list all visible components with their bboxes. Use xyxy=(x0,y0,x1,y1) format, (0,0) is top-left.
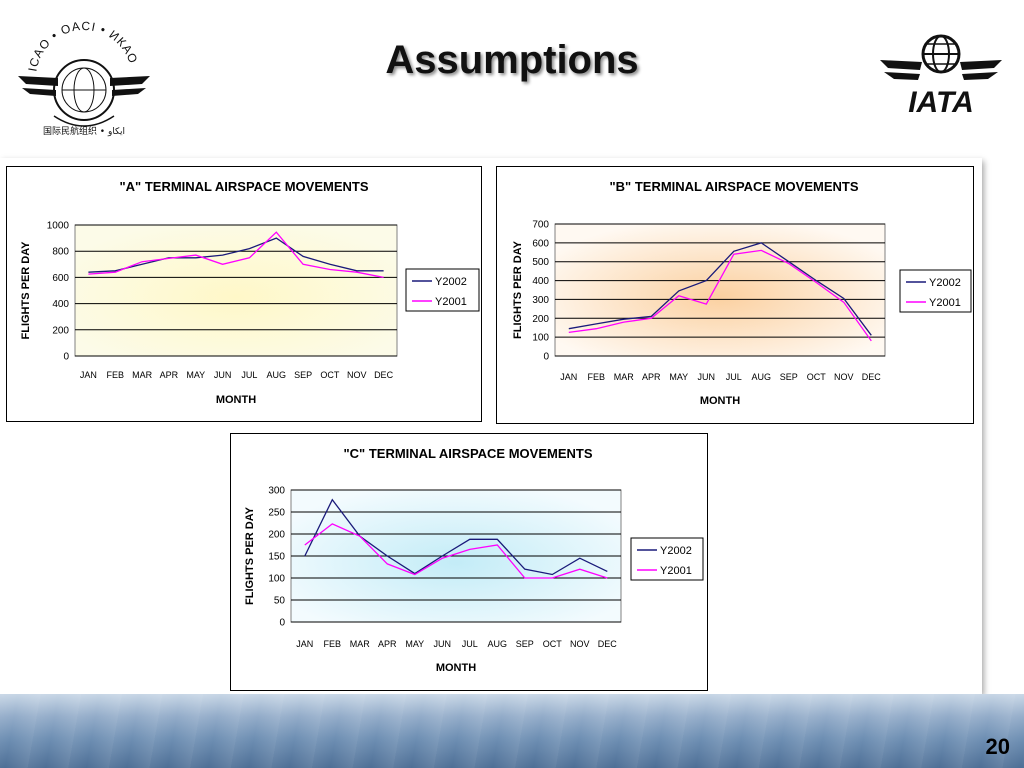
chart-c-x-tick-label: MAR xyxy=(350,639,371,649)
chart-b-y-axis-label: FLIGHTS PER DAY xyxy=(512,240,524,339)
chart-c-frame: "C" TERMINAL AIRSPACE MOVEMENTS 0 50 100 150… xyxy=(230,433,708,691)
chart-b-y-tick-label: 700 xyxy=(532,220,549,231)
chart-c-series-y2002 xyxy=(304,498,608,576)
chart-c-x-tick-label: JAN xyxy=(296,639,313,649)
chart-c-x-tick-label: APR xyxy=(378,639,397,649)
chart-b-y-tick-label: 200 xyxy=(532,314,549,325)
icao-logo: ICAO • OACI • ИКАО 国际民航组织 • ايكاو xyxy=(18,19,150,137)
chart-a-legend-label: Y2001 xyxy=(435,296,467,308)
chart-a-x-tick-label: NOV xyxy=(347,370,367,380)
slide-title: Assumptions xyxy=(385,38,639,82)
chart-b: "B" TERMINAL AIRSPACE MOVEMENTS 0 100 200 30… xyxy=(512,179,972,407)
chart-a-x-tick-label: SEP xyxy=(294,370,312,380)
iata-logo: IATA xyxy=(880,34,1002,118)
chart-b-legend xyxy=(899,269,972,313)
chart-b-x-tick-label: DEC xyxy=(862,372,882,382)
chart-c-series-y2001 xyxy=(304,523,608,579)
icao-bottom-text: 国际民航组织 • ايكاو xyxy=(43,125,125,137)
chart-a-x-tick-label: MAR xyxy=(132,370,153,380)
chart-a-x-tick-label: AUG xyxy=(266,370,286,380)
chart-b-legend-label: Y2001 xyxy=(929,297,961,309)
chart-c-title: "C" TERMINAL AIRSPACE MOVEMENTS xyxy=(344,446,593,461)
chart-b-series-y2002 xyxy=(568,242,872,336)
chart-b-x-tick-label: MAR xyxy=(614,372,635,382)
chart-b-title: "B" TERMINAL AIRSPACE MOVEMENTS xyxy=(610,179,859,194)
chart-a-y-tick-label: 400 xyxy=(52,299,69,310)
chart-b-x-tick-label: JUN xyxy=(698,372,716,382)
chart-a: "A" TERMINAL AIRSPACE MOVEMENTS 0 200 400 60… xyxy=(20,179,480,406)
chart-a-x-tick-label: JUN xyxy=(214,370,232,380)
chart-c-y-tick-label: 50 xyxy=(274,596,286,607)
chart-c-y-tick-label: 100 xyxy=(268,574,285,585)
chart-b-y-tick-label: 0 xyxy=(543,352,549,363)
chart-b-x-tick-label: AUG xyxy=(751,372,771,382)
chart-a-legend xyxy=(405,268,480,312)
iata-wordmark: IATA xyxy=(908,86,974,118)
chart-c-x-tick-label: SEP xyxy=(516,639,534,649)
chart-a-y-tick-label: 0 xyxy=(63,352,69,363)
chart-b-y-tick-label: 600 xyxy=(532,238,549,249)
chart-c-y-tick-label: 200 xyxy=(268,530,285,541)
chart-b-x-tick-label: JUL xyxy=(726,372,742,382)
chart-b-y-tick-label: 400 xyxy=(532,276,549,287)
chart-c-x-axis-label: MONTH xyxy=(436,662,476,674)
chart-c-y-axis-label: FLIGHTS PER DAY xyxy=(244,506,256,605)
chart-b-x-tick-label: JAN xyxy=(560,372,577,382)
chart-b-x-tick-label: NOV xyxy=(834,372,854,382)
chart-a-plot-area xyxy=(74,224,398,357)
chart-c-legend xyxy=(630,537,704,581)
chart-c-x-tick-label: OCT xyxy=(543,639,563,649)
chart-b-plot-area xyxy=(554,223,886,357)
chart-b-x-tick-label: FEB xyxy=(587,372,605,382)
chart-a-x-tick-label: OCT xyxy=(320,370,340,380)
chart-b-x-tick-label: OCT xyxy=(807,372,827,382)
chart-c-x-tick-label: JUL xyxy=(462,639,478,649)
chart-a-y-tick-label: 600 xyxy=(52,273,69,284)
chart-a-x-axis-label: MONTH xyxy=(216,394,256,406)
chart-a-x-tick-label: APR xyxy=(160,370,179,380)
chart-b-x-tick-label: APR xyxy=(642,372,661,382)
chart-b-y-tick-label: 300 xyxy=(532,295,549,306)
chart-c-x-tick-label: MAY xyxy=(405,639,424,649)
chart-a-title: "A" TERMINAL AIRSPACE MOVEMENTS xyxy=(120,179,369,194)
chart-c-x-tick-label: FEB xyxy=(323,639,341,649)
chart-b-legend-label: Y2002 xyxy=(929,277,961,289)
footer-sky-band xyxy=(0,694,1024,768)
chart-a-y-tick-label: 1000 xyxy=(47,221,70,232)
chart-b-series-y2001 xyxy=(568,249,872,342)
chart-a-y-tick-label: 200 xyxy=(52,325,69,336)
chart-b-frame: "B" TERMINAL AIRSPACE MOVEMENTS 0 100 200 30… xyxy=(496,166,974,424)
chart-c-y-tick-label: 150 xyxy=(268,552,285,563)
chart-b-y-tick-label: 500 xyxy=(532,257,549,268)
chart-c-legend-label: Y2002 xyxy=(660,545,692,557)
chart-a-x-tick-label: DEC xyxy=(374,370,394,380)
chart-a-series-y2001 xyxy=(88,231,384,279)
page-number: 20 xyxy=(985,734,1010,759)
chart-b-x-tick-label: SEP xyxy=(780,372,798,382)
chart-a-x-tick-label: MAY xyxy=(186,370,205,380)
chart-c-y-tick-label: 0 xyxy=(279,618,285,629)
chart-a-series-y2002 xyxy=(88,237,384,273)
chart-b-x-tick-label: MAY xyxy=(669,372,688,382)
chart-a-x-tick-label: FEB xyxy=(106,370,124,380)
chart-c-x-tick-label: NOV xyxy=(570,639,590,649)
chart-c-y-tick-label: 300 xyxy=(268,486,285,497)
chart-c-x-tick-label: AUG xyxy=(487,639,507,649)
chart-a-y-tick-label: 800 xyxy=(52,247,69,258)
chart-c-y-tick-label: 250 xyxy=(268,508,285,519)
icao-ring-text: ICAO • OACI • ИКАО xyxy=(25,19,140,73)
chart-a-frame: "A" TERMINAL AIRSPACE MOVEMENTS 0 200 400 60… xyxy=(6,166,482,422)
chart-b-y-tick-label: 100 xyxy=(532,333,549,344)
chart-a-legend-label: Y2002 xyxy=(435,276,467,288)
chart-a-x-tick-label: JAN xyxy=(80,370,97,380)
chart-c-x-tick-label: JUN xyxy=(434,639,452,649)
chart-c: "C" TERMINAL AIRSPACE MOVEMENTS 0 50 100 150… xyxy=(244,446,704,674)
chart-a-x-tick-label: JUL xyxy=(241,370,257,380)
chart-a-y-axis-label: FLIGHTS PER DAY xyxy=(20,241,32,340)
chart-b-x-axis-label: MONTH xyxy=(700,395,740,407)
chart-c-x-tick-label: DEC xyxy=(598,639,618,649)
chart-c-legend-label: Y2001 xyxy=(660,565,692,577)
